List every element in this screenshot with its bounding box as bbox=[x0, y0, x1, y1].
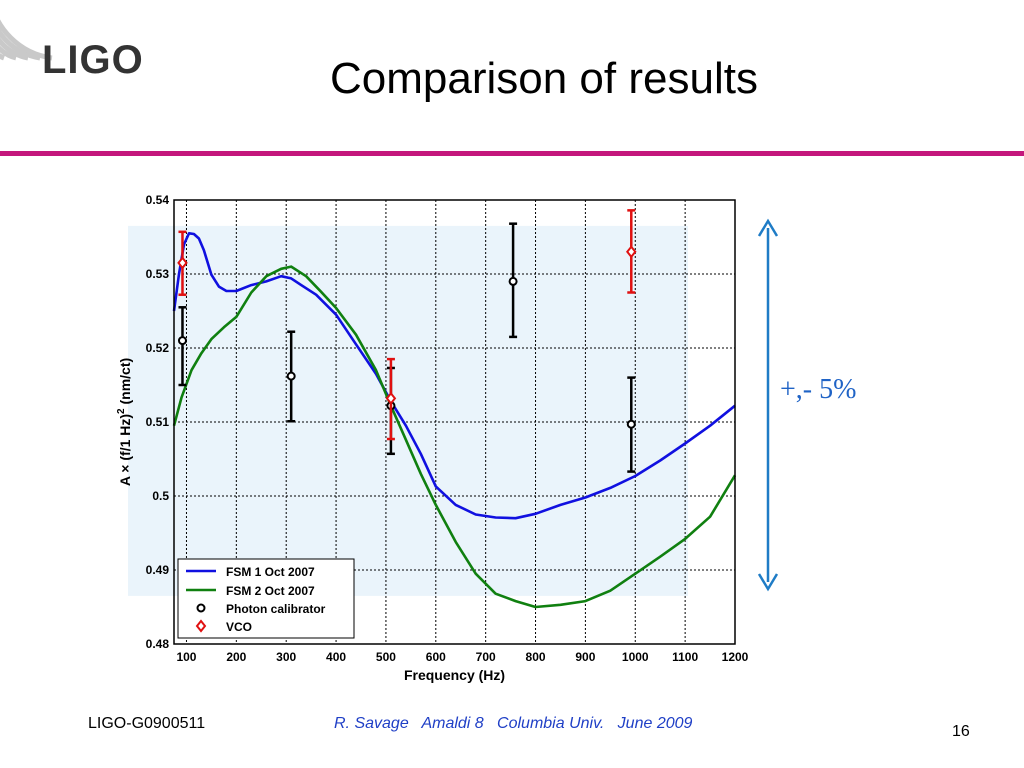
document-id: LIGO-G0900511 bbox=[88, 715, 206, 732]
x-tick-label: 500 bbox=[376, 650, 396, 664]
chart-band bbox=[128, 225, 688, 596]
axis-ticks: 100 200 300 400 500 600 700 800 900 1000 1100 1200 0… bbox=[146, 193, 749, 664]
legend-vco-label: VCO bbox=[226, 620, 252, 634]
data-point-vco bbox=[177, 256, 188, 270]
plot-markers bbox=[177, 209, 637, 473]
x-tick-label: 100 bbox=[176, 650, 196, 664]
x-tick-label: 700 bbox=[476, 650, 496, 664]
y-tick-label: 0.52 bbox=[146, 341, 170, 355]
tolerance-label: +,- 5% bbox=[780, 374, 857, 405]
series-line-fsm-1-oct-2007 bbox=[172, 232, 736, 520]
y-tick-label: 0.49 bbox=[146, 563, 170, 577]
x-tick-label: 1000 bbox=[622, 650, 649, 664]
chart-legend: FSM 1 Oct 2007 FSM 2 Oct 2007 Photon cal… bbox=[177, 558, 355, 639]
x-tick-label: 400 bbox=[326, 650, 346, 664]
x-tick-label: 1200 bbox=[722, 650, 749, 664]
y-tick-label: 0.48 bbox=[146, 637, 170, 651]
data-point-photon-calibrator bbox=[508, 276, 518, 286]
x-tick-label: 300 bbox=[276, 650, 296, 664]
x-tick-label: 900 bbox=[575, 650, 595, 664]
x-tick-label: 600 bbox=[426, 650, 446, 664]
y-axis-label-superscript: 2 bbox=[116, 408, 127, 414]
slide-title: Comparison of results bbox=[330, 54, 758, 103]
data-point-photon-calibrator bbox=[626, 419, 636, 429]
logo-text: LIGO bbox=[42, 38, 144, 82]
y-axis-label-suffix: (nm/ct) bbox=[117, 358, 133, 409]
data-point-photon-calibrator bbox=[286, 371, 296, 381]
x-axis-label: Frequency (Hz) bbox=[404, 667, 505, 683]
legend-vco-marker bbox=[195, 619, 207, 633]
data-point-vco bbox=[385, 391, 397, 405]
y-tick-label: 0.53 bbox=[146, 267, 170, 281]
y-tick-label: 0.5 bbox=[152, 489, 169, 503]
data-point-photon-calibrator bbox=[177, 336, 187, 346]
y-axis-label: A × (f/1 Hz)2 (nm/ct) bbox=[116, 358, 133, 486]
plot-frame bbox=[173, 199, 736, 645]
y-tick-label: 0.51 bbox=[146, 415, 170, 429]
legend-fsm2-label: FSM 2 Oct 2007 bbox=[226, 584, 315, 598]
logo-arcs-icon bbox=[0, 19, 53, 61]
legend-photon-marker bbox=[196, 603, 206, 613]
legend-photon-label: Photon calibrator bbox=[226, 602, 326, 616]
x-tick-label: 200 bbox=[226, 650, 246, 664]
range-arrow bbox=[757, 218, 779, 592]
ligo-logo: LIGO bbox=[0, 0, 170, 115]
page-number: 16 bbox=[952, 723, 970, 740]
x-tick-label: 1100 bbox=[672, 650, 698, 664]
presentation-credit: R. Savage Amaldi 8 Columbia Univ. June 2… bbox=[334, 715, 693, 732]
data-point-vco bbox=[625, 245, 637, 259]
y-axis-label-main: A × (f/1 Hz) bbox=[117, 414, 133, 486]
x-tick-label: 800 bbox=[526, 650, 546, 664]
title-divider bbox=[0, 151, 1024, 156]
legend-fsm1-label: FSM 1 Oct 2007 bbox=[226, 565, 315, 579]
y-tick-label: 0.54 bbox=[146, 193, 170, 207]
